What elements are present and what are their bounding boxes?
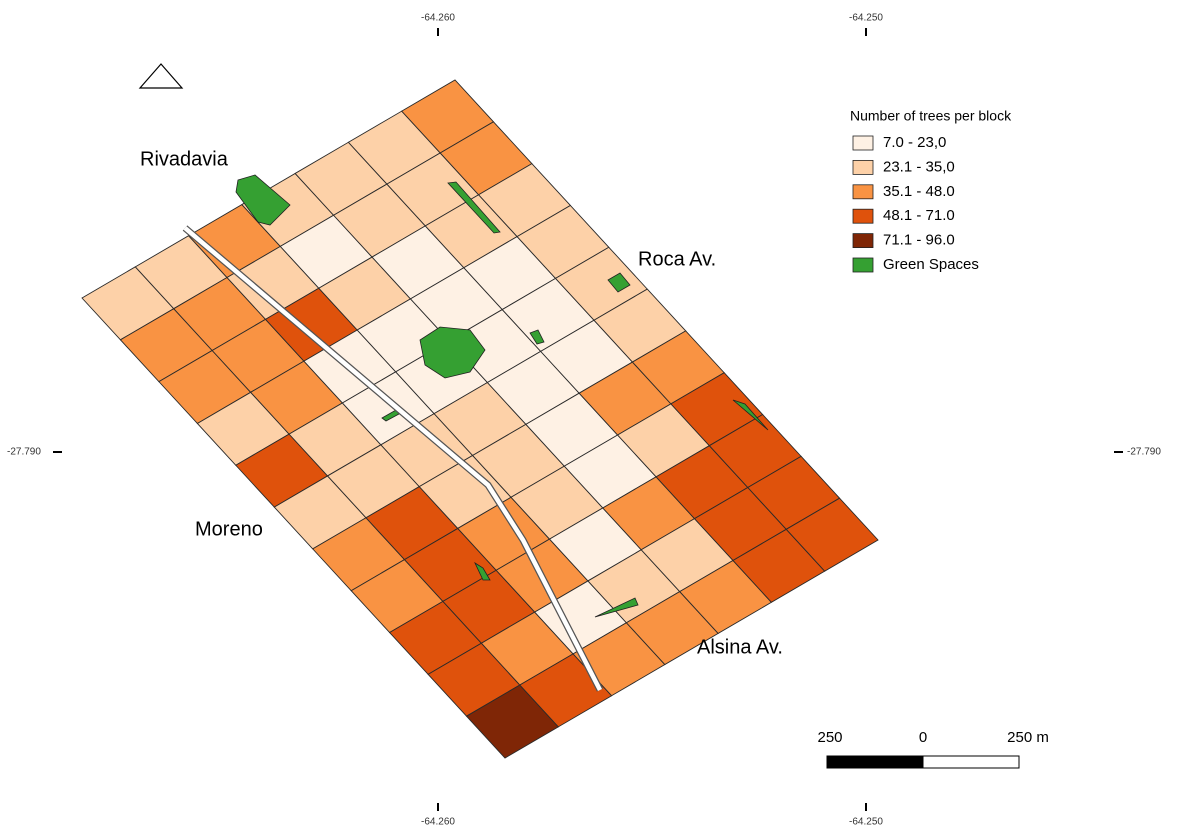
legend-swatch: [852, 233, 874, 249]
scale-label: 250: [817, 729, 842, 746]
scale-label: 250 m: [1007, 729, 1049, 746]
street-label: Moreno: [195, 518, 263, 540]
legend-label: 71.1 - 96.0: [883, 232, 955, 249]
scale-bar-segment: [922, 755, 1020, 769]
legend-label: 7.0 - 23,0: [883, 134, 946, 151]
graticule-label: -64.250: [849, 817, 883, 828]
legend: Number of trees per block 7.0 - 23,0 23.1…: [850, 108, 1012, 273]
legend-swatch: [852, 135, 874, 151]
green-space: [235, 174, 291, 226]
graticule-label: -27.790: [1127, 447, 1161, 458]
legend-label: 23.1 - 35,0: [883, 158, 955, 175]
scale-label: 0: [919, 729, 927, 746]
graticule-label: -64.260: [421, 13, 455, 24]
legend-swatch: [852, 257, 874, 273]
green-space: [419, 326, 486, 379]
green-space: [529, 329, 545, 345]
graticule-label: -64.250: [849, 13, 883, 24]
green-space: [447, 181, 501, 234]
green-space: [732, 399, 769, 431]
green-space: [607, 272, 631, 293]
road: [183, 226, 603, 692]
graticule-label: -64.260: [421, 817, 455, 828]
street-label: Rivadavia: [140, 148, 229, 170]
north-arrow: [138, 63, 184, 89]
legend-swatch: [852, 208, 874, 224]
block: [785, 497, 879, 572]
legend-title: Number of trees per block: [850, 108, 1012, 124]
legend-label: 48.1 - 71.0: [883, 207, 955, 224]
green-space: [594, 597, 639, 618]
scale-bar-segment: [826, 755, 924, 769]
street-label: Roca Av.: [638, 248, 716, 270]
street-label: Alsina Av.: [697, 636, 783, 658]
legend-swatch: [852, 184, 874, 200]
green-spaces: [235, 174, 769, 618]
legend-label: Green Spaces: [883, 256, 979, 273]
graticule-label: -27.790: [7, 447, 41, 458]
green-space: [474, 561, 491, 581]
legend-label: 35.1 - 48.0: [883, 183, 955, 200]
legend-swatch: [852, 159, 874, 175]
